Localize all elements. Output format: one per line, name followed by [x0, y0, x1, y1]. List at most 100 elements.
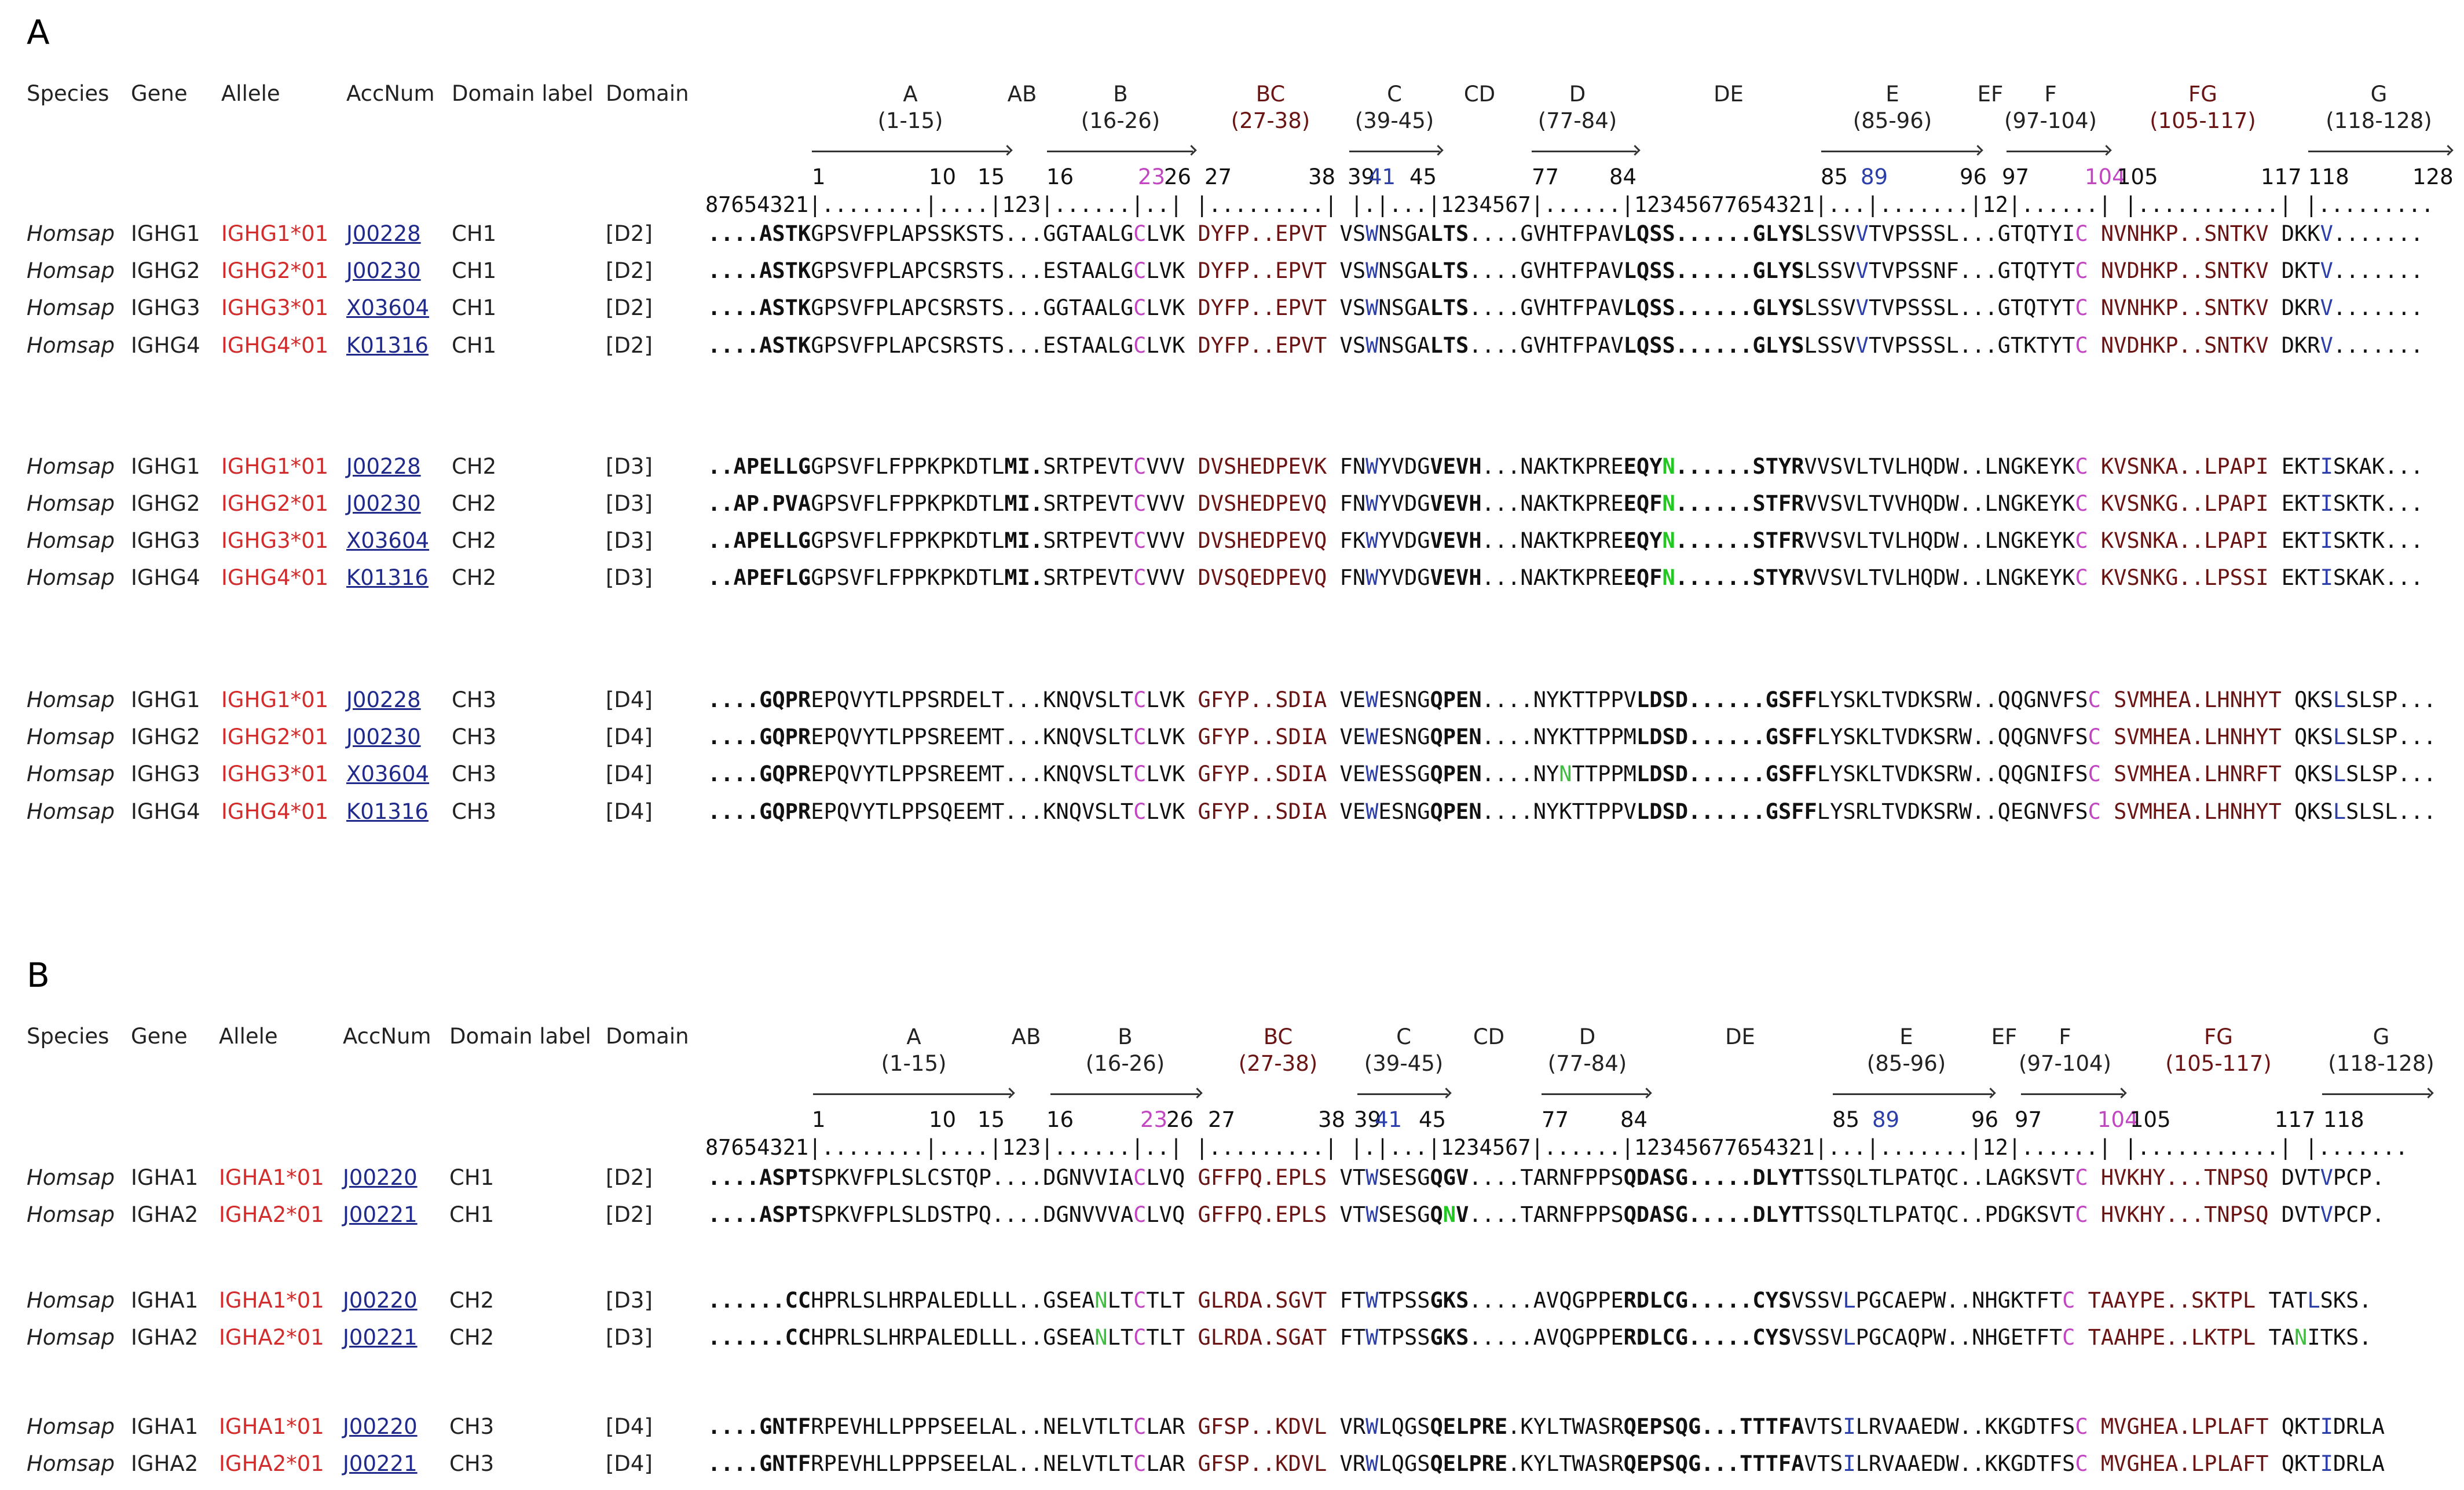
- panel-b-position-ruler: 87654321|........|....|123|......|..| |.…: [705, 1135, 2408, 1160]
- tryptophan-residue: W: [1365, 687, 1379, 712]
- accession-link[interactable]: X03604: [346, 762, 430, 786]
- strand-name: DE: [1714, 82, 1744, 107]
- strand-label-ef: EF: [1903, 81, 2077, 108]
- conserved-residue: QELPRE: [1430, 1451, 1508, 1476]
- species-cell: Homsap: [27, 687, 115, 712]
- strand-arrow-b: [1047, 151, 1193, 152]
- domain-cell: [D2]: [606, 295, 653, 320]
- conserved-residue: QGV: [1430, 1165, 1469, 1190]
- tryptophan-residue: V: [2320, 258, 2333, 283]
- domain-cell: [D2]: [606, 221, 653, 246]
- alignment-sequence: ..APELLGGPSVFLFPPKPKDTLMI.SRTPEVTCVVV DV…: [708, 528, 2423, 553]
- allele-cell: IGHA2*01: [219, 1202, 324, 1227]
- domain-cell: [D4]: [606, 799, 653, 824]
- cysteine-residue: C: [1133, 1165, 1147, 1190]
- accession-link[interactable]: J00220: [343, 1414, 418, 1439]
- cysteine-residue: C: [2062, 1288, 2075, 1313]
- imgt-position-label: 96: [1960, 164, 1987, 189]
- loop-residue: HVKHY...TNPSQ: [2100, 1202, 2269, 1227]
- conserved-residue: Q: [1430, 1202, 1443, 1227]
- conserved-residue: V: [1456, 1202, 1469, 1227]
- loop-residue: DVSQEDPEVQ: [1198, 565, 1327, 590]
- accession-link[interactable]: J00221: [343, 1202, 418, 1227]
- cysteine-residue: C: [1133, 491, 1147, 516]
- domain-cell: [D2]: [606, 333, 653, 358]
- strand-range: (16-26): [1085, 1051, 1165, 1077]
- tryptophan-residue: I: [1843, 1451, 1856, 1476]
- imgt-position-label: 104: [2097, 1107, 2139, 1132]
- imgt-position-label: 41: [1375, 1107, 1403, 1132]
- strand-range: (85-96): [1852, 108, 1932, 134]
- species-cell: Homsap: [27, 1288, 115, 1313]
- tryptophan-residue: L: [2333, 799, 2346, 824]
- glycosylation-residue: N: [1094, 1325, 1108, 1350]
- accession-link[interactable]: J00230: [346, 491, 421, 516]
- accession-link[interactable]: J00228: [346, 687, 421, 712]
- domain-label-cell: CH2: [452, 565, 497, 590]
- tryptophan-residue: I: [2320, 1414, 2333, 1439]
- gene-cell: IGHG3: [131, 762, 200, 786]
- accession-link[interactable]: K01316: [346, 799, 429, 824]
- tryptophan-residue: W: [1365, 1451, 1379, 1476]
- tryptophan-residue: V: [2320, 295, 2333, 320]
- domain-label-cell: CH3: [449, 1451, 495, 1476]
- conserved-residue: EQY: [1623, 454, 1663, 479]
- imgt-position-label: 39: [1354, 1107, 1382, 1132]
- imgt-position-label: 16: [1046, 1107, 1074, 1132]
- conserved-residue: ..APELLG: [708, 454, 811, 479]
- species-cell: Homsap: [27, 528, 115, 553]
- strand-label-c: C (39-45): [1308, 81, 1481, 135]
- domain-cell: [D4]: [606, 687, 653, 712]
- imgt-position-label: 1: [812, 1107, 826, 1132]
- tryptophan-residue: V: [2320, 221, 2333, 246]
- strand-name: EF: [1977, 82, 2004, 107]
- domain-cell: [D3]: [606, 1325, 653, 1350]
- tryptophan-residue: W: [1365, 762, 1379, 786]
- gene-cell: IGHA2: [131, 1451, 199, 1476]
- gene-cell: IGHA1: [131, 1288, 199, 1313]
- species-cell: Homsap: [27, 491, 115, 516]
- tryptophan-residue: I: [2320, 565, 2333, 590]
- imgt-position-label: 10: [929, 164, 957, 189]
- strand-range: (77-84): [1537, 108, 1617, 134]
- conserved-residue: VEVH: [1430, 528, 1482, 553]
- loop-residue: GLRDA.SGAT: [1198, 1325, 1327, 1350]
- allele-cell: IGHG3*01: [221, 295, 329, 320]
- conserved-residue: ....ASTK: [708, 295, 811, 320]
- loop-residue: NVNHKP..SNTKV: [2100, 295, 2269, 320]
- accession-link[interactable]: J00220: [343, 1288, 418, 1313]
- cysteine-residue: C: [2062, 1325, 2075, 1350]
- imgt-position-label: 97: [2002, 164, 2030, 189]
- tryptophan-residue: L: [2307, 1288, 2320, 1313]
- loop-residue: SVMHEA.LHNRFT: [2114, 762, 2282, 786]
- allele-cell: IGHG1*01: [221, 687, 329, 712]
- tryptophan-residue: W: [1365, 258, 1379, 283]
- accession-link[interactable]: J00221: [343, 1451, 418, 1476]
- strand-name: BC: [1255, 82, 1286, 107]
- conserved-residue: ......CC: [708, 1325, 811, 1350]
- accession-link[interactable]: K01316: [346, 565, 429, 590]
- domain-label-cell: CH1: [452, 295, 497, 320]
- accession-link[interactable]: J00230: [346, 258, 421, 283]
- species-cell: Homsap: [27, 799, 115, 824]
- accession-link[interactable]: J00228: [346, 454, 421, 479]
- cysteine-residue: C: [1133, 333, 1147, 358]
- imgt-position-label: 104: [2085, 164, 2126, 189]
- accession-link[interactable]: J00220: [343, 1165, 418, 1190]
- loop-residue: TAAHPE..LKTPL: [2088, 1325, 2256, 1350]
- accession-link[interactable]: J00221: [343, 1325, 418, 1350]
- accession-link[interactable]: K01316: [346, 333, 429, 358]
- panel-b-header-accnum: AccNum: [343, 1024, 431, 1049]
- loop-residue: GLRDA.SGVT: [1198, 1288, 1327, 1313]
- accession-link[interactable]: X03604: [346, 295, 430, 320]
- tryptophan-residue: W: [1365, 1202, 1379, 1227]
- conserved-residue: QPEN: [1430, 762, 1482, 786]
- accession-link[interactable]: J00230: [346, 724, 421, 749]
- accession-link[interactable]: J00228: [346, 221, 421, 246]
- conserved-residue: ..AP.PVA: [708, 491, 811, 516]
- cysteine-residue: C: [2075, 1414, 2088, 1439]
- accession-link[interactable]: X03604: [346, 528, 430, 553]
- gene-cell: IGHG1: [131, 221, 200, 246]
- cysteine-residue: C: [1133, 258, 1147, 283]
- tryptophan-residue: W: [1365, 1414, 1379, 1439]
